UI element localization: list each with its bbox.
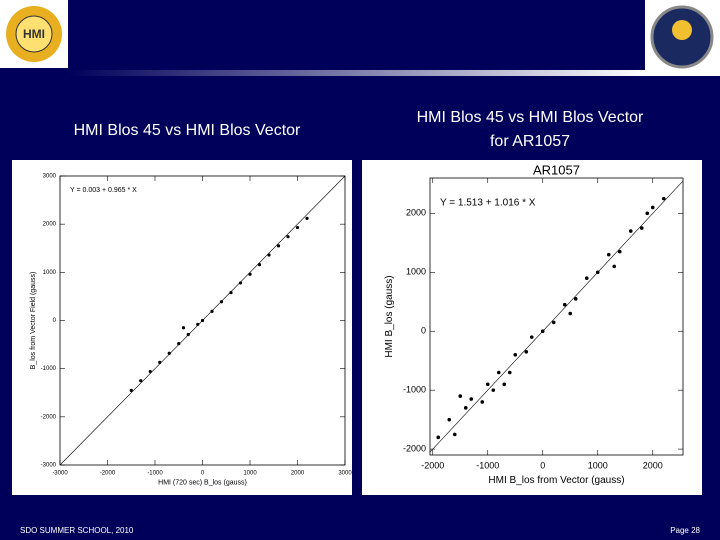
x-axis-label: HMI (720 sec) B_los (gauss) <box>158 479 247 486</box>
point <box>177 342 181 346</box>
point <box>210 309 214 313</box>
point <box>167 351 171 355</box>
point <box>276 244 281 248</box>
point <box>617 249 622 254</box>
x-tick-label: 1000 <box>588 460 608 470</box>
y-tick-label: 3000 <box>43 174 57 180</box>
x-tick-label: 1000 <box>243 471 257 477</box>
y-tick-label: 0 <box>421 326 426 336</box>
point <box>229 290 233 295</box>
y-axis-label: B_los from Vector Field (gauss) <box>30 272 37 370</box>
right-title: for AR1057 <box>490 133 570 150</box>
y-axis-label: HMI B_los (gauss) <box>384 275 395 357</box>
point <box>562 302 567 307</box>
point <box>436 435 441 440</box>
point <box>286 235 290 239</box>
point <box>181 326 186 330</box>
reference-line <box>429 180 684 453</box>
point <box>507 370 512 375</box>
y-tick-label: 2000 <box>43 222 57 228</box>
x-tick-label: 3000 <box>338 471 352 477</box>
y-tick-label: 1000 <box>406 267 426 277</box>
y-tick-label: -1000 <box>403 385 426 395</box>
point <box>257 263 262 267</box>
y-tick-label: 0 <box>53 318 57 324</box>
y-tick-label: -3000 <box>41 463 57 469</box>
point <box>186 332 190 337</box>
point <box>661 196 666 201</box>
point <box>463 406 468 410</box>
y-tick-label: 2000 <box>406 208 426 218</box>
point <box>267 253 271 257</box>
point <box>305 216 309 220</box>
annotation: Y = 1.513 + 1.016 * X <box>440 198 536 209</box>
left-title: HMI Blos 45 vs HMI Blos Vector <box>74 122 301 139</box>
plot-frame <box>429 177 684 456</box>
point <box>447 417 452 422</box>
x-tick-label: -2000 <box>100 471 116 477</box>
point <box>584 276 589 280</box>
point <box>129 388 133 392</box>
point <box>524 350 529 354</box>
header-bar <box>68 70 645 76</box>
x-tick-label: 0 <box>540 460 545 470</box>
point <box>295 225 300 230</box>
x-tick-label: -1000 <box>147 471 163 477</box>
chart-title: AR1057 <box>533 162 580 177</box>
point <box>650 205 655 210</box>
point <box>158 360 162 365</box>
point <box>196 322 200 326</box>
point <box>219 300 224 304</box>
point <box>469 397 474 401</box>
point <box>200 318 205 323</box>
y-tick-label: -1000 <box>41 366 57 372</box>
y-tick-label: 1000 <box>43 270 57 276</box>
point <box>491 388 496 392</box>
point <box>480 400 485 404</box>
point <box>485 382 490 387</box>
point <box>595 270 600 275</box>
x-tick-label: -3000 <box>52 471 68 477</box>
point <box>529 335 534 339</box>
page-number: Page 28 <box>670 526 700 535</box>
point <box>502 382 507 387</box>
point <box>628 229 633 233</box>
point <box>139 379 143 383</box>
y-tick-label: -2000 <box>41 414 57 420</box>
point <box>248 272 252 276</box>
point <box>639 226 644 230</box>
point <box>452 432 457 437</box>
point <box>645 211 650 216</box>
right-title: HMI Blos 45 vs HMI Blos Vector <box>417 109 644 126</box>
logo-left-disc <box>15 15 53 53</box>
y-tick-label: -2000 <box>403 443 426 453</box>
annotation: Y = 0.003 + 0.965 * X <box>70 187 137 194</box>
x-tick-label: 0 <box>201 471 205 477</box>
x-tick-label: 2000 <box>291 471 305 477</box>
point <box>612 264 617 269</box>
point <box>513 353 518 357</box>
point <box>540 329 545 334</box>
logo-left-text: HMI <box>23 27 45 41</box>
x-tick-label: 2000 <box>643 460 663 470</box>
x-axis-label: HMI B_los from Vector (gauss) <box>488 475 624 486</box>
x-tick-label: -2000 <box>421 460 444 470</box>
point <box>458 394 463 398</box>
x-tick-label: -1000 <box>476 460 499 470</box>
logo-right-sun <box>672 20 692 40</box>
point <box>496 370 501 375</box>
point <box>148 369 152 374</box>
point <box>606 252 611 257</box>
footer: SDO SUMMER SCHOOL, 2010 <box>20 526 134 535</box>
point <box>551 320 556 325</box>
point <box>573 297 578 301</box>
point <box>238 281 243 285</box>
point <box>568 311 573 316</box>
chart-right-bg <box>362 160 702 495</box>
